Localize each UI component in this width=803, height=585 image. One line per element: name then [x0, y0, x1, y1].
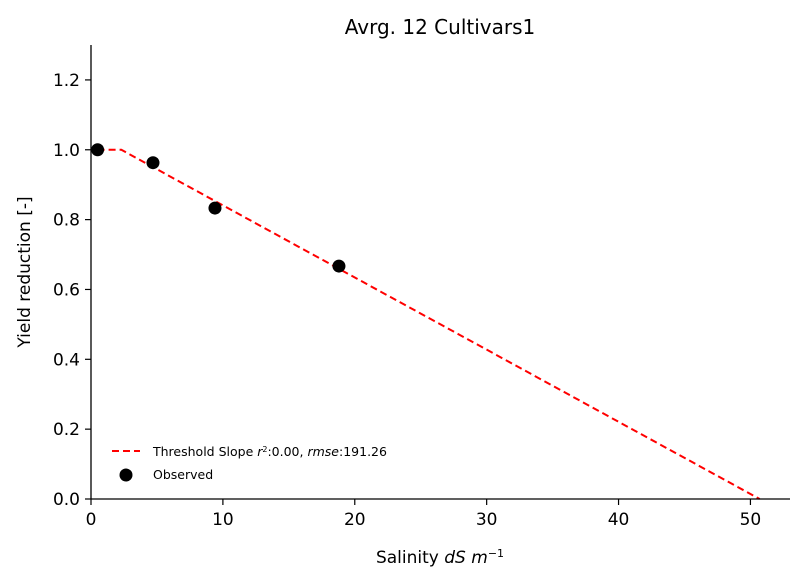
chart-title: Avrg. 12 Cultivars1: [345, 15, 536, 39]
x-tick-label: 0: [86, 510, 97, 530]
y-tick-label: 0.8: [53, 211, 80, 231]
observed-point: [332, 259, 346, 273]
x-tick-label: 30: [476, 510, 498, 530]
legend-marker-observed: [119, 468, 133, 482]
x-tick-label: 40: [608, 510, 630, 530]
y-tick-label: 1.2: [53, 71, 80, 91]
x-tick-label: 20: [344, 510, 366, 530]
threshold-slope-line: [97, 148, 761, 500]
y-tick-label: 0.0: [53, 490, 80, 510]
y-axis-ticks: 0.0 0.2 0.4 0.6 0.8 1.0 1.2: [53, 71, 91, 510]
observed-point: [91, 143, 105, 157]
legend-label-threshold-slope: Threshold Slope r2:0.00, rmse:191.26: [152, 444, 387, 459]
legend-label-observed: Observed: [153, 467, 213, 482]
y-tick-label: 0.6: [53, 280, 80, 300]
observed-point: [146, 156, 160, 170]
y-tick-label: 0.2: [53, 420, 80, 440]
y-axis-title: Yield reduction [-]: [15, 196, 35, 348]
observed-point: [208, 201, 222, 215]
x-tick-label: 10: [212, 510, 234, 530]
x-axis-title: Salinity dS m−1: [376, 547, 504, 569]
x-axis-ticks: 0 10 20 30 40 50: [86, 499, 762, 530]
x-tick-label: 50: [740, 510, 762, 530]
legend: Threshold Slope r2:0.00, rmse:191.26 Obs…: [112, 444, 387, 482]
y-tick-label: 1.0: [53, 141, 80, 161]
plot-area: [91, 143, 761, 500]
y-tick-label: 0.4: [53, 350, 80, 370]
